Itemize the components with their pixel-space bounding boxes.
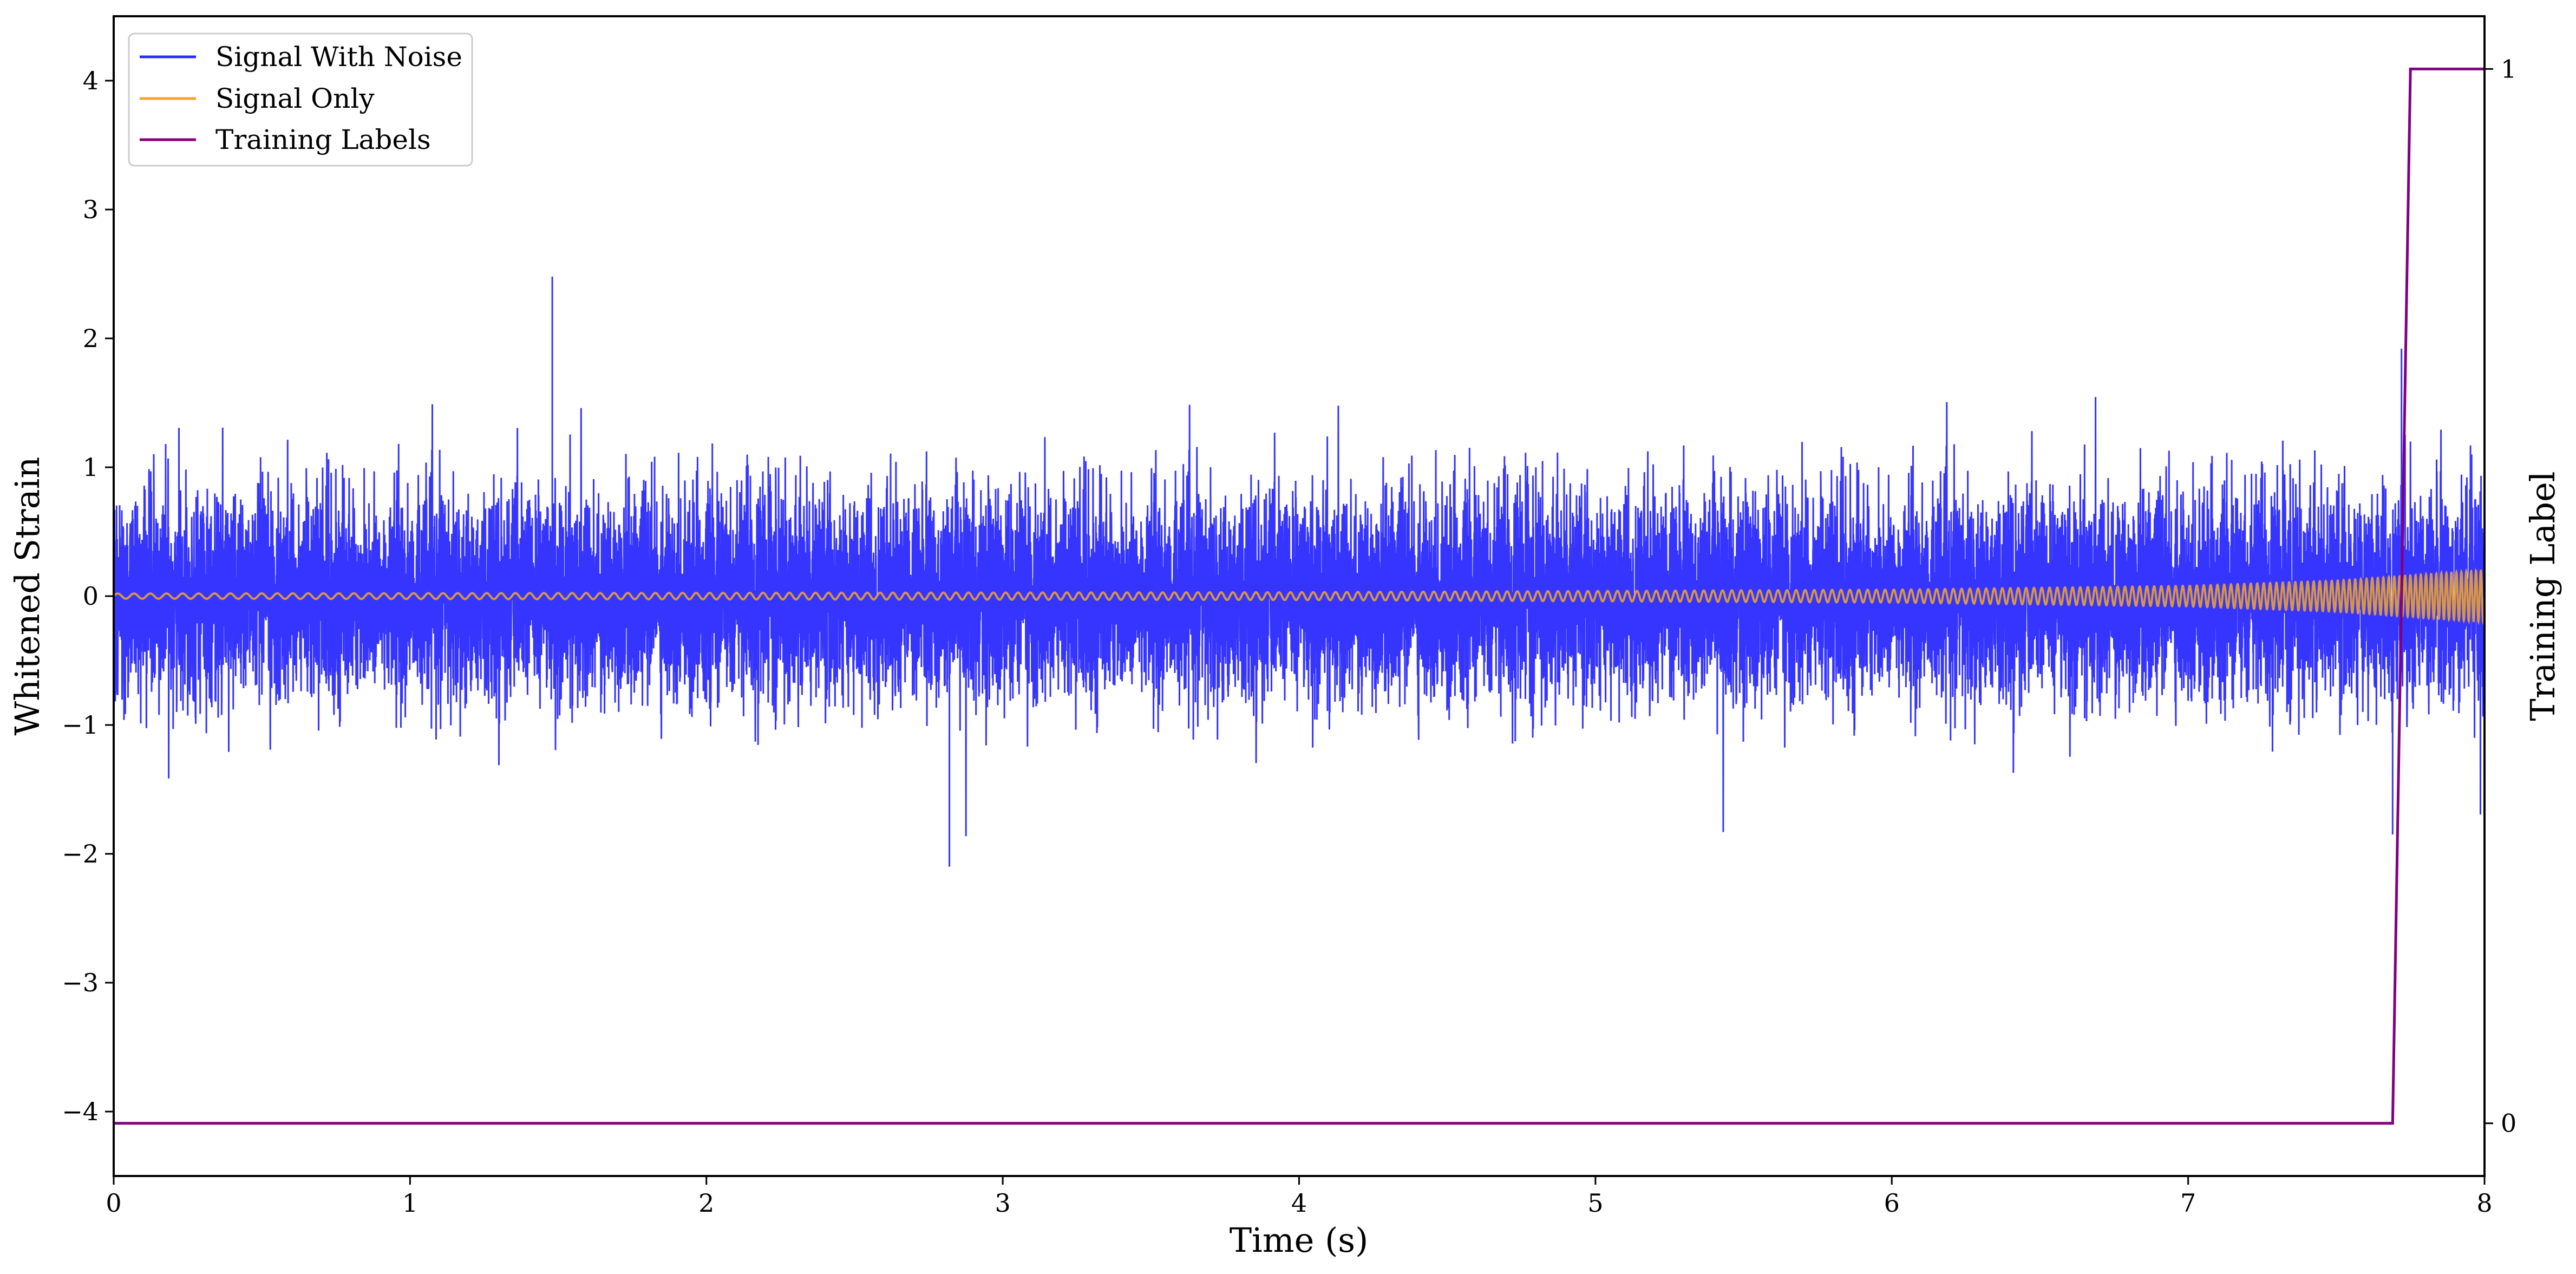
y-tick-label: 1 <box>83 453 99 482</box>
x-tick-label: 8 <box>2476 1188 2492 1218</box>
x-tick-label: 0 <box>106 1188 121 1218</box>
plot-area <box>113 67 2486 1125</box>
y2-axis-label: Training Label <box>2523 471 2562 721</box>
y-tick-label: −3 <box>62 968 99 997</box>
y-tick-label: 2 <box>83 324 99 353</box>
x-axis-label: Time (s) <box>1230 1220 1369 1260</box>
legend-label-signal-only: Signal Only <box>215 83 375 114</box>
legend-label-training-labels: Training Labels <box>215 124 431 155</box>
legend-label-signal-with-noise: Signal With Noise <box>215 41 462 73</box>
y-axis-right: 01 <box>2485 54 2516 1138</box>
y-tick-label: −1 <box>62 710 99 740</box>
legend-box <box>128 32 473 167</box>
x-tick-label: 3 <box>995 1188 1010 1218</box>
x-tick-label: 4 <box>1291 1188 1307 1218</box>
y2-tick-label: 0 <box>2501 1109 2516 1138</box>
x-tick-label: 2 <box>698 1188 714 1218</box>
series-signal-only <box>113 567 2486 625</box>
y-axis-label: Whitened Strain <box>8 457 47 736</box>
y-tick-label: 3 <box>83 195 99 224</box>
x-tick-label: 6 <box>1884 1188 1900 1218</box>
x-tick-label: 5 <box>1587 1188 1603 1218</box>
y-tick-label: −4 <box>62 1097 99 1126</box>
y-tick-label: 0 <box>83 582 99 611</box>
y-axis-left: −4 −3 −2 −1 0 1 2 3 4 <box>62 66 114 1126</box>
y-tick-label: 4 <box>83 66 99 95</box>
y-tick-label: −2 <box>62 839 99 868</box>
legend: Signal With Noise Signal Only Training L… <box>128 32 473 167</box>
x-axis: 0 1 2 3 4 5 6 7 8 <box>106 1176 2493 1218</box>
x-tick-label: 1 <box>402 1188 418 1218</box>
x-tick-label: 7 <box>2180 1188 2196 1218</box>
y2-tick-label: 1 <box>2501 54 2516 83</box>
series-training-labels <box>114 67 2485 1125</box>
